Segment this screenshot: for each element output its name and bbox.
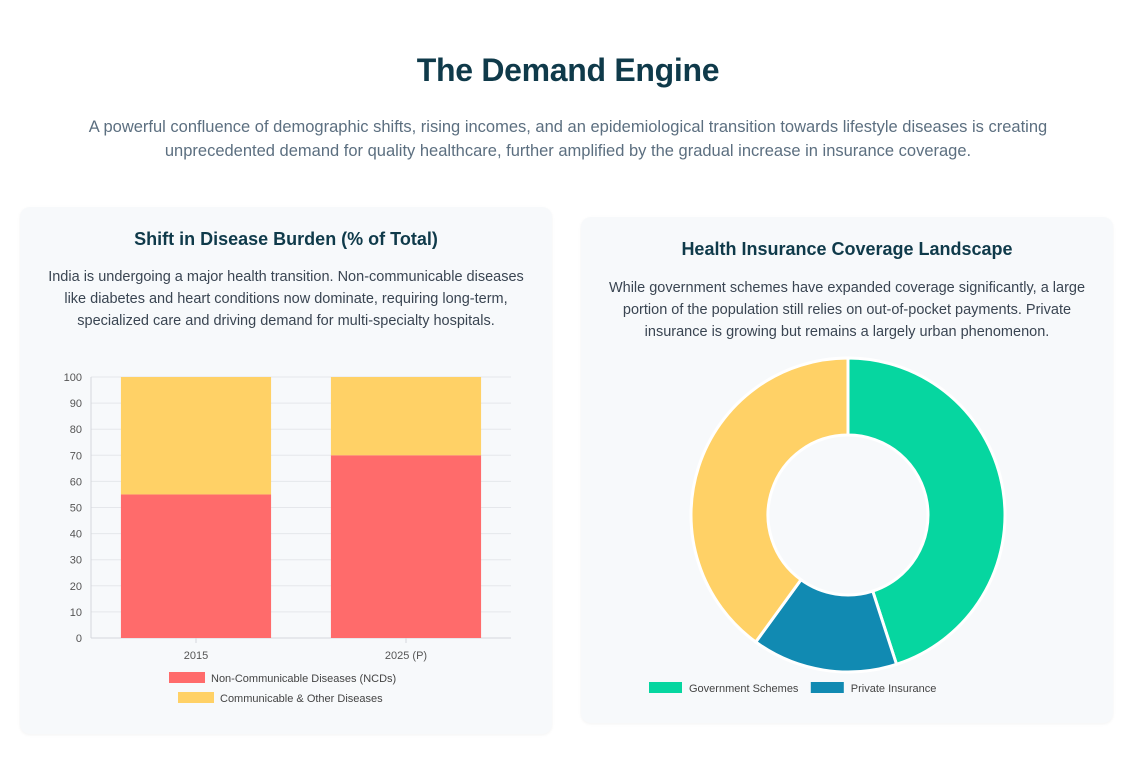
donut-slice-other	[689, 356, 850, 645]
x-tick-label: 2015	[184, 650, 208, 662]
x-tick-label: 2025 (P)	[385, 650, 427, 662]
disease-burden-title: Shift in Disease Burden (% of Total)	[134, 229, 438, 249]
page-title: The Demand Engine	[416, 52, 720, 88]
legend-swatch	[810, 682, 844, 693]
disease-burden-card: Shift in Disease Burden (% of Total) Ind…	[20, 207, 552, 734]
disease-burden-bar-chart: 0 10 20 30 40 50 60 70 80 90 100 2015 2025 (P) Non-Co…	[64, 372, 511, 705]
legend-label: Communicable & Other Diseases	[220, 693, 383, 705]
donut-slice-government-schemes	[846, 356, 1007, 667]
page-subtitle: A powerful confluence of demographic shi…	[88, 118, 1048, 160]
legend-swatch	[649, 682, 682, 693]
y-tick-label: 80	[70, 424, 82, 436]
legend-label: Non-Communicable Diseases (NCDs)	[211, 673, 396, 685]
bar-communicable-0	[120, 377, 272, 495]
y-tick-label: 40	[70, 529, 82, 541]
y-tick-label: 90	[70, 398, 82, 410]
insurance-coverage-card: Health Insurance Coverage Landscape Whil…	[581, 217, 1113, 723]
y-tick-label: 60	[70, 476, 82, 488]
legend-swatch	[169, 672, 205, 683]
disease-burden-description: India is undergoing a major health trans…	[48, 269, 524, 329]
y-tick-label: 70	[70, 450, 82, 462]
legend-swatch	[178, 692, 214, 703]
insurance-coverage-description: While government schemes have expanded c…	[608, 280, 1086, 340]
y-tick-label: 20	[70, 581, 82, 593]
y-tick-label: 30	[70, 555, 82, 567]
legend-label: Government Schemes	[689, 683, 799, 695]
y-tick-label: 100	[64, 372, 82, 384]
bar-ncd-0	[120, 494, 272, 638]
y-tick-label: 0	[76, 633, 82, 645]
insurance-coverage-donut-chart: Government Schemes Private Insurance	[649, 356, 1007, 695]
y-tick-label: 10	[70, 607, 82, 619]
insurance-coverage-title: Health Insurance Coverage Landscape	[681, 239, 1013, 259]
legend-label: Private Insurance	[851, 683, 937, 695]
y-tick-label: 50	[70, 503, 82, 515]
bar-communicable-1	[330, 377, 482, 456]
bar-ncd-1	[330, 455, 482, 638]
